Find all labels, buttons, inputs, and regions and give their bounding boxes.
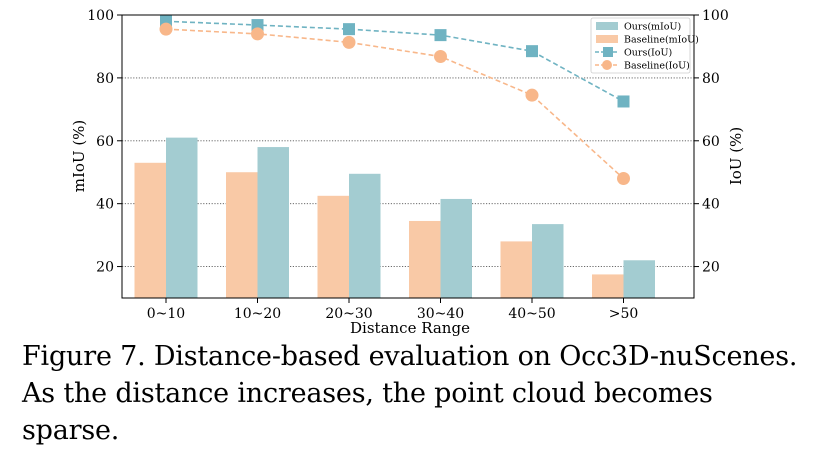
legend-label: Baseline(mIoU) bbox=[624, 35, 699, 46]
marker-square bbox=[251, 19, 264, 32]
bar-ours-miou bbox=[349, 173, 381, 298]
y-tick-label-right: 60 bbox=[702, 134, 720, 150]
bar-baseline-miou bbox=[317, 195, 349, 298]
bar-ours-miou bbox=[257, 147, 289, 298]
legend-label: Baseline(IoU) bbox=[624, 61, 690, 72]
x-tick-label: 20~30 bbox=[325, 306, 372, 322]
bar-baseline-miou bbox=[592, 274, 624, 298]
y-axis-label-right: IoU (%) bbox=[727, 127, 745, 185]
x-tick-label: >50 bbox=[609, 306, 639, 322]
legend-marker-circle bbox=[602, 60, 612, 70]
y-tick-label-right: 100 bbox=[702, 8, 729, 24]
legend-label: Ours(mIoU) bbox=[624, 22, 681, 33]
y-tick-label-left: 40 bbox=[96, 197, 114, 213]
bar-ours-miou bbox=[532, 224, 564, 298]
figure-caption: Figure 7. Distance-based evaluation on O… bbox=[22, 341, 798, 446]
marker-circle bbox=[617, 172, 630, 186]
x-tick-label: 10~20 bbox=[234, 306, 281, 322]
bar-ours-miou bbox=[623, 260, 655, 298]
legend-box bbox=[590, 17, 691, 74]
marker-square bbox=[526, 45, 538, 58]
marker-circle bbox=[525, 88, 539, 102]
y-tick-label-right: 20 bbox=[702, 260, 720, 276]
marker-square bbox=[617, 95, 630, 108]
x-tick-label: 0~10 bbox=[147, 306, 185, 322]
legend-label: Ours(IoU) bbox=[624, 48, 672, 59]
marker-square bbox=[434, 29, 447, 42]
marker-circle bbox=[434, 50, 447, 64]
x-tick-label: 30~40 bbox=[417, 306, 464, 322]
y-axis-label-left: mIoU (%) bbox=[70, 120, 88, 193]
legend-marker-square bbox=[603, 47, 613, 57]
y-tick-label-left: 100 bbox=[87, 8, 114, 24]
line-ours-iou bbox=[165, 20, 624, 103]
chart: 20 20 40 40 60 60 80 80 100 100 0~10 10~20 20~30 30~4… bbox=[70, 8, 745, 337]
y-tick-label-left: 80 bbox=[96, 71, 114, 87]
y-tick-label-right: 80 bbox=[702, 71, 720, 87]
bar-baseline-miou bbox=[134, 162, 166, 298]
line-baseline-iou bbox=[165, 28, 625, 180]
bar-ours-miou bbox=[166, 137, 198, 298]
bar-baseline-miou bbox=[409, 220, 441, 298]
x-tick-label: 40~50 bbox=[508, 306, 555, 322]
marker-square bbox=[343, 23, 355, 36]
y-tick-label-left: 20 bbox=[96, 260, 114, 276]
marker-circle bbox=[342, 35, 356, 49]
legend-swatch bbox=[596, 35, 618, 43]
legend-swatch bbox=[596, 22, 618, 30]
bar-baseline-miou bbox=[500, 241, 532, 298]
y-tick-label-left: 60 bbox=[96, 134, 114, 150]
bar-baseline-miou bbox=[226, 172, 258, 298]
marker-circle bbox=[159, 22, 173, 36]
plot-frame bbox=[121, 14, 695, 299]
x-axis-label: Distance Range bbox=[350, 319, 470, 337]
marker-circle bbox=[251, 27, 264, 41]
y-tick-label-right: 40 bbox=[702, 197, 720, 213]
bar-ours-miou bbox=[440, 198, 472, 298]
